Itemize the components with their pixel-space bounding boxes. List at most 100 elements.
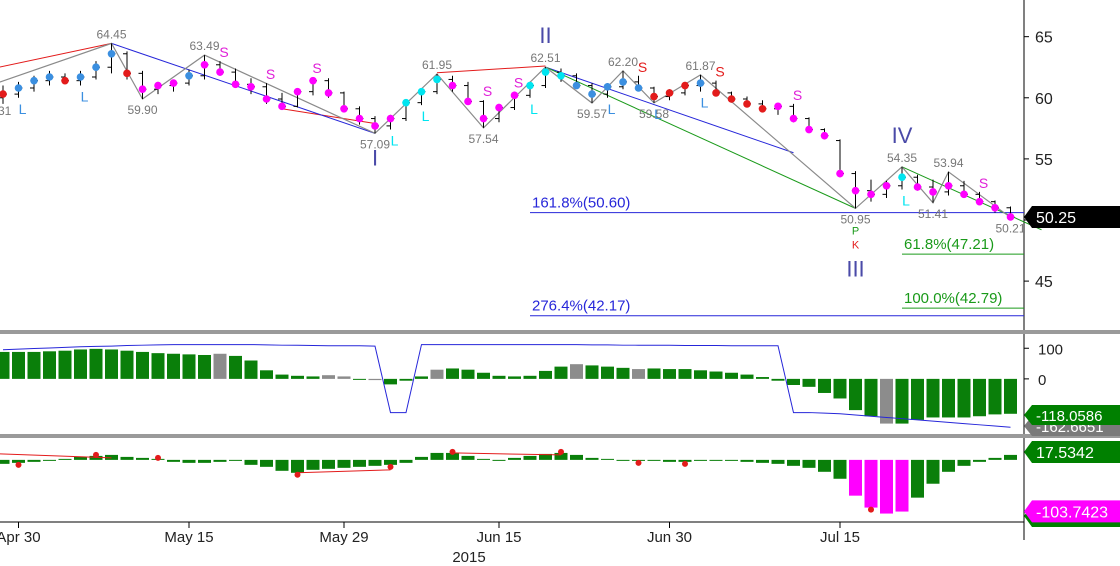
histogram-bar — [616, 367, 630, 379]
histogram-bar — [399, 378, 413, 381]
signal-letter: S — [514, 75, 523, 91]
signal-dot — [185, 71, 193, 80]
histogram-bar — [151, 353, 165, 379]
divergence-dot — [93, 451, 99, 458]
pk-marker-k: K — [852, 239, 860, 251]
pivot-label: 57.09 — [360, 137, 390, 151]
histogram-bar — [663, 369, 676, 379]
signal-dot — [1006, 213, 1015, 221]
signal-letter: L — [701, 95, 709, 111]
signal-letter: L — [654, 106, 662, 122]
signal-dot — [278, 102, 286, 111]
fib-level-label: 276.4%(42.17) — [532, 298, 630, 315]
momentum-bar — [291, 459, 304, 473]
histogram-bar — [585, 365, 599, 379]
histogram-bar — [229, 355, 242, 379]
histogram-bar — [709, 371, 723, 379]
signal-dot — [774, 102, 782, 111]
momentum-bar — [446, 452, 459, 460]
momentum-panel — [0, 448, 1017, 514]
signal-dot — [991, 203, 999, 212]
histogram-bar — [926, 378, 940, 418]
value-tag: -103.7423 — [1024, 500, 1120, 523]
histogram-bar — [911, 378, 924, 420]
signal-dot — [696, 79, 705, 87]
momentum-bar — [399, 459, 413, 463]
pivot-label: 57.54 — [468, 132, 498, 146]
signal-dot — [588, 90, 596, 98]
signal-dot — [231, 80, 240, 89]
momentum-bar — [756, 459, 769, 463]
histogram-bar — [430, 369, 444, 379]
momentum-bar — [601, 458, 614, 460]
momentum-bar — [725, 459, 738, 461]
histogram-bar — [12, 351, 25, 379]
y-tick-label: 45 — [1035, 274, 1053, 291]
trendline — [545, 66, 856, 209]
pivot-label: 59.57 — [577, 107, 607, 121]
signal-dot — [650, 92, 658, 101]
y-tick-label: 0 — [1038, 372, 1046, 389]
momentum-bar — [27, 459, 41, 462]
histogram-bar — [802, 378, 816, 387]
value-tag-text: 17.5342 — [1036, 445, 1094, 462]
momentum-bar — [740, 459, 754, 462]
fib-level-label: 161.8%(50.60) — [532, 195, 630, 212]
momentum-bar — [384, 459, 397, 465]
pivot-label: 59.90 — [127, 103, 157, 117]
momentum-bar — [895, 459, 909, 512]
signal-dot — [479, 114, 488, 123]
histogram-bar — [477, 372, 490, 379]
histogram-bar — [27, 351, 41, 379]
momentum-bar — [709, 459, 723, 461]
value-tag-box — [1024, 405, 1120, 426]
signal-dot — [262, 95, 271, 103]
signal-dot — [665, 89, 674, 97]
pivot-label: 51.41 — [918, 207, 948, 221]
momentum-bar — [539, 453, 552, 460]
histogram-bar — [244, 360, 258, 379]
signal-dot — [882, 181, 891, 190]
momentum-bar — [12, 459, 25, 463]
signal-dot — [216, 68, 224, 76]
momentum-bar — [802, 459, 816, 468]
histogram-bar — [275, 374, 289, 379]
histogram-bar — [306, 376, 320, 379]
histogram-bar — [291, 375, 304, 379]
histogram-bar — [74, 349, 87, 379]
momentum-bar — [461, 455, 475, 460]
signal-dot — [634, 84, 643, 92]
signal-letter: S — [219, 44, 228, 60]
price-tag-text: 50.25 — [1036, 210, 1076, 227]
momentum-bar — [864, 459, 878, 508]
x-tick-label: Apr 30 — [0, 529, 41, 546]
signal-dot — [944, 181, 953, 190]
momentum-bar — [942, 459, 955, 472]
momentum-bar — [771, 459, 785, 464]
histogram-bar — [787, 378, 800, 385]
pivot-label: 59.58 — [639, 107, 669, 121]
signal-letter: S — [312, 60, 321, 76]
signal-dot — [154, 81, 162, 90]
fib-level-label: 61.8%(47.21) — [904, 236, 994, 253]
histogram-bar — [864, 378, 878, 417]
histogram-bar — [260, 370, 273, 379]
signal-dot — [681, 81, 689, 90]
histogram-bar — [136, 351, 149, 379]
histogram-bar — [337, 376, 351, 379]
trendline — [436, 65, 546, 74]
value-tag-box — [1024, 441, 1120, 463]
trendline — [0, 42, 112, 68]
signal-dot — [541, 68, 550, 76]
x-tick-label: Jun 15 — [476, 529, 521, 546]
histogram-bar — [647, 368, 661, 379]
histogram-bar — [213, 353, 227, 379]
signal-dot — [200, 60, 209, 69]
momentum-bar — [818, 459, 831, 472]
signal-dot — [805, 125, 813, 134]
histogram-bar — [508, 376, 521, 379]
price-tag-box — [1024, 205, 1120, 228]
signal-letter: S — [638, 59, 647, 75]
signal-dot — [340, 104, 348, 113]
histogram-bar — [554, 366, 568, 379]
